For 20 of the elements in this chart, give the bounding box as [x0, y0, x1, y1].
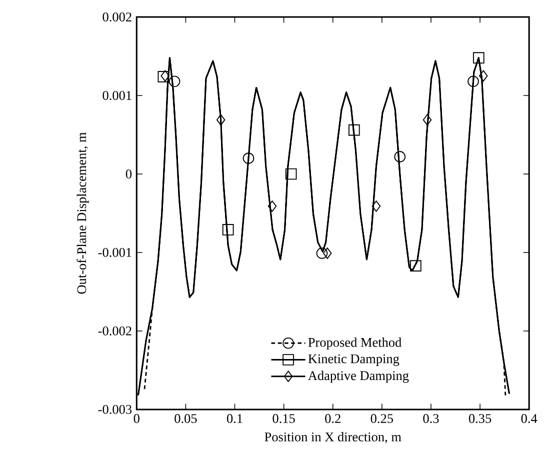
x-tick-label: 0.3 [423, 414, 439, 423]
x-tick-label: 0.4 [521, 414, 538, 423]
legend-label: Kinetic Damping [308, 354, 400, 366]
x-tick-label: 0.25 [370, 414, 393, 423]
y-tick-label: 0 [126, 169, 132, 178]
x-tick-label: 0 [134, 414, 140, 423]
y-tick-label: -0.001 [98, 248, 132, 257]
x-tick-label: 0.2 [325, 414, 340, 423]
x-tick-label: 0.35 [468, 414, 492, 423]
x-axis-title: Position in X direction, m [264, 432, 402, 444]
y-tick-label: -0.002 [98, 326, 132, 336]
y-tick-label: 0.002 [102, 12, 132, 22]
y-axis-title: Out-of-Plane Displacement, m [76, 132, 89, 294]
legend-label: Adaptive Damping [308, 370, 409, 383]
y-tick-label: -0.003 [98, 404, 132, 414]
y-tick-label: 0.001 [102, 90, 132, 100]
x-tick-label: 0.1 [226, 414, 242, 423]
x-tick-label: 0.15 [272, 414, 295, 423]
x-tick-label: 0.05 [174, 414, 197, 423]
legend-label: Proposed Method [308, 337, 402, 350]
